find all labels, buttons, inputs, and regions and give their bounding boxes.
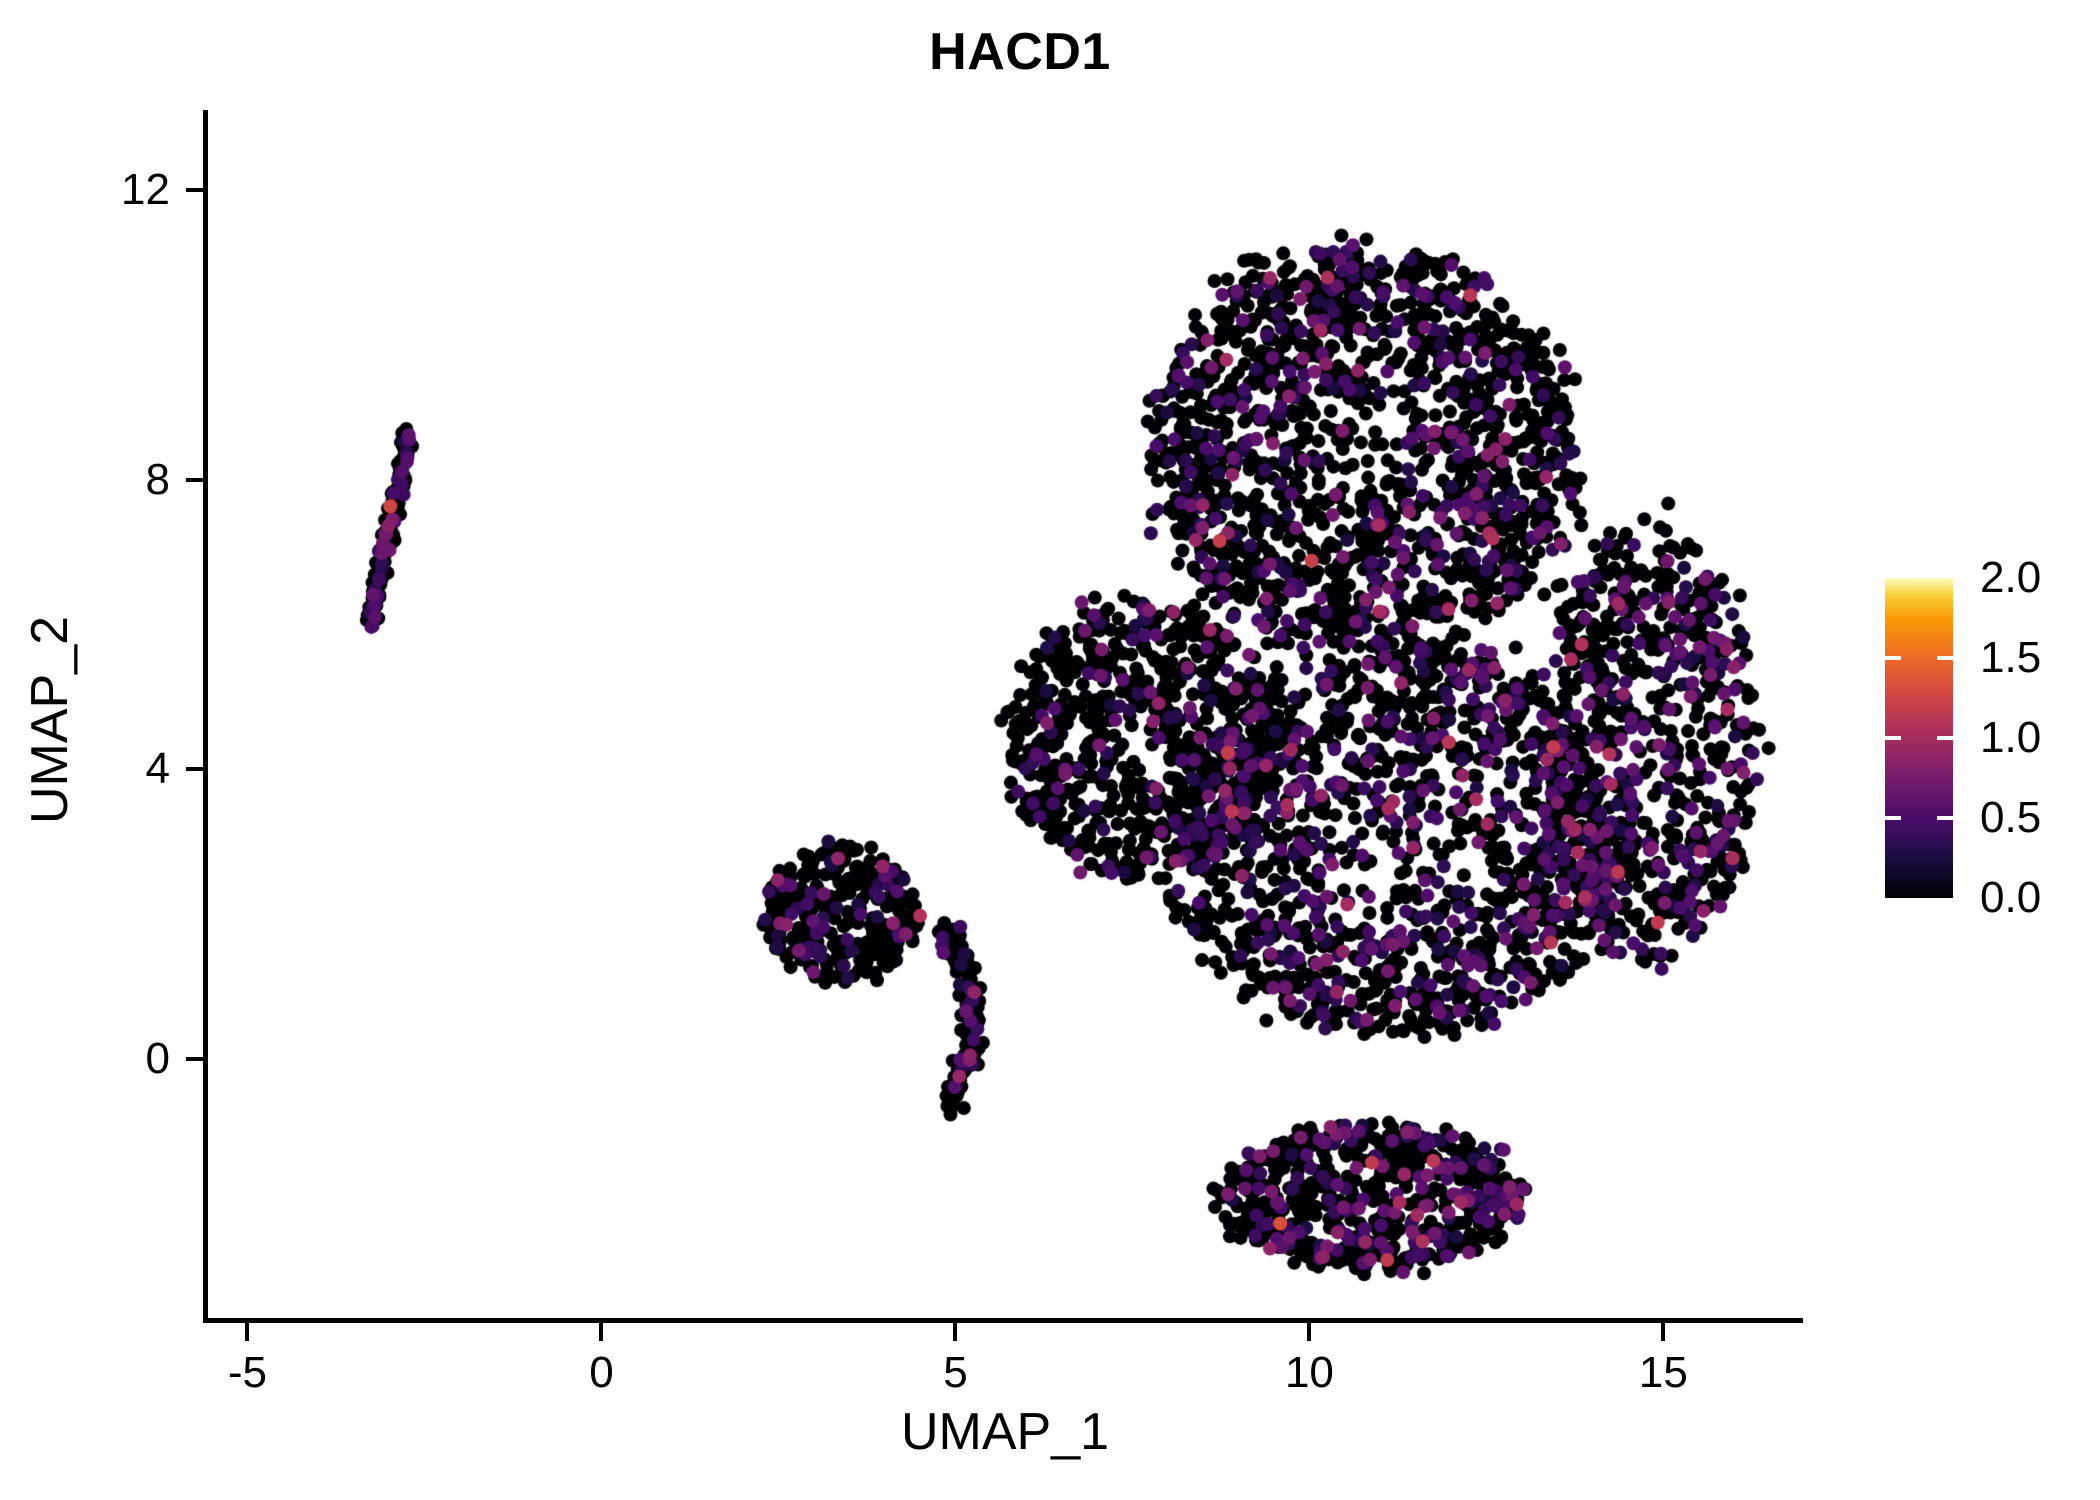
y-tick-label: 0: [145, 1034, 170, 1084]
colorbar-tick-label: 2.0: [1980, 553, 2042, 602]
x-tick-mark: [599, 1323, 604, 1341]
x-tick-label: 5: [943, 1348, 968, 1397]
colorbar-tick-label: 1.5: [1980, 633, 2042, 682]
x-tick-mark: [953, 1323, 958, 1341]
colorbar-tick-mark: [1885, 656, 1901, 660]
y-tick-label: 4: [145, 744, 170, 794]
x-tick-label: -5: [227, 1348, 268, 1397]
x-tick-mark: [1307, 1323, 1312, 1341]
y-tick-mark: [186, 1057, 204, 1062]
colorbar-tick-label: 1.0: [1980, 713, 2042, 762]
colorbar-tick-mark: [1937, 736, 1953, 740]
colorbar-tick-mark: [1885, 736, 1901, 740]
y-tick-mark: [186, 477, 204, 482]
x-tick-label: 15: [1638, 1348, 1688, 1397]
colorbar-tick-mark: [1885, 816, 1901, 820]
y-axis-title: UMAP_2: [21, 615, 79, 825]
x-tick-label: 0: [589, 1348, 614, 1397]
x-tick-label: 10: [1284, 1348, 1334, 1397]
color-legend: 0.0 0.5 1.0 1.5 2.0: [1880, 553, 2080, 922]
y-tick-mark: [186, 767, 204, 772]
colorbar-tick-label: 0.5: [1980, 793, 2042, 842]
page-title: HACD1: [929, 23, 1111, 81]
colorbar-tick-label: 0.0: [1980, 873, 2042, 922]
scatter-points-layer: [205, 110, 1805, 1320]
colorbar-tick-mark: [1937, 656, 1953, 660]
y-tick-label: 8: [145, 454, 170, 504]
x-axis-line: [203, 1318, 1803, 1323]
x-axis-title: UMAP_1: [900, 1403, 1110, 1461]
y-tick-label: 12: [121, 164, 170, 214]
colorbar-tick-mark: [1937, 816, 1953, 820]
x-tick-mark: [1661, 1323, 1666, 1341]
x-tick-mark: [245, 1323, 250, 1341]
y-axis-line: [203, 110, 208, 1320]
plot-panel: [205, 110, 1805, 1320]
y-tick-mark: [186, 187, 204, 192]
